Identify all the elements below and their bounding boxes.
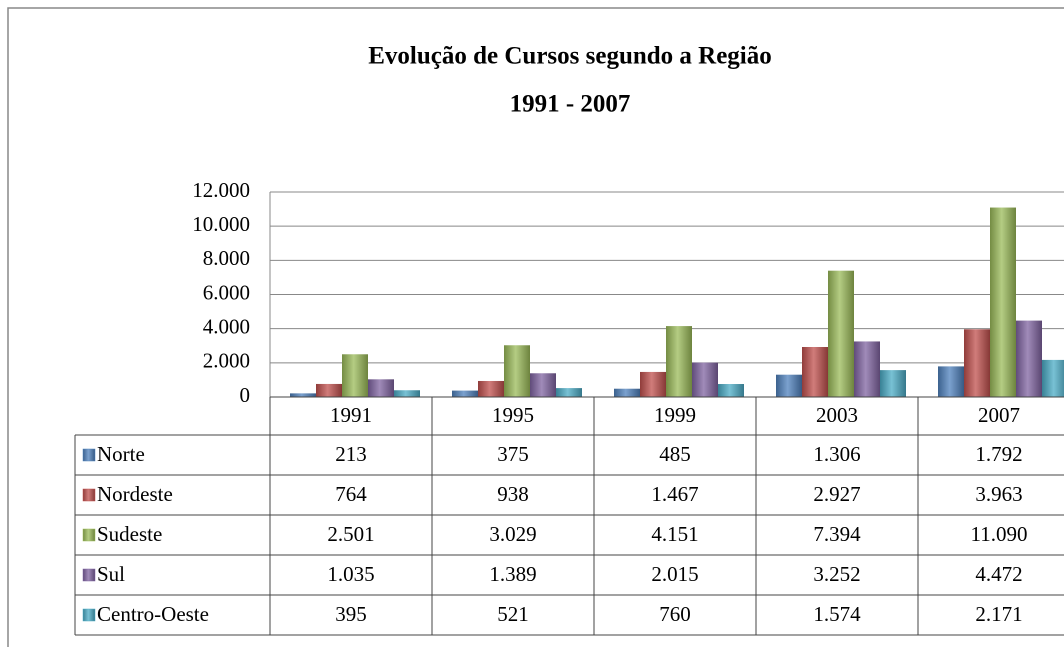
bar — [394, 390, 420, 397]
chart-title: Evolução de Cursos segundo a Região — [368, 43, 772, 70]
bar — [828, 270, 854, 397]
legend-swatch — [82, 528, 96, 542]
x-tick-label: 2003 — [816, 403, 858, 427]
y-tick-label: 12.000 — [192, 178, 250, 202]
y-tick-label: 10.000 — [192, 212, 250, 236]
table-cell: 2.501 — [327, 522, 374, 546]
table-cell: 3.963 — [975, 482, 1022, 506]
bar — [692, 362, 718, 397]
chart-frame — [7, 7, 1064, 647]
legend-label: Centro-Oeste — [97, 602, 209, 626]
y-tick-label: 0 — [240, 383, 251, 407]
bar — [880, 370, 906, 397]
table-cell: 3.029 — [489, 522, 536, 546]
table-cell: 7.394 — [813, 522, 861, 546]
bar — [556, 388, 582, 397]
bar — [342, 354, 368, 397]
x-tick-label: 1995 — [492, 403, 534, 427]
table-cell: 395 — [335, 602, 367, 626]
bar — [640, 371, 666, 397]
table-cell: 1.574 — [813, 602, 861, 626]
legend-swatch — [82, 448, 96, 462]
legend-swatch — [82, 568, 96, 582]
table-cell: 1.467 — [651, 482, 698, 506]
bar — [290, 393, 316, 397]
table-cell: 2.015 — [651, 562, 698, 586]
bar — [802, 346, 828, 397]
table-cell: 1.035 — [327, 562, 374, 586]
y-tick-label: 4.000 — [203, 314, 250, 338]
table-cell: 485 — [659, 442, 691, 466]
legend-label: Sudeste — [97, 522, 162, 546]
table-cell: 764 — [335, 482, 367, 506]
table-cell: 213 — [335, 442, 367, 466]
table-cell: 760 — [659, 602, 691, 626]
bar — [614, 388, 640, 397]
table-cell: 4.472 — [975, 562, 1022, 586]
bar — [504, 345, 530, 397]
bar — [964, 329, 990, 397]
table-cell: 938 — [497, 482, 529, 506]
legend-label: Sul — [97, 562, 125, 586]
bar — [1042, 359, 1064, 397]
bar — [368, 379, 394, 397]
table-cell: 2.927 — [813, 482, 860, 506]
table-cell: 11.090 — [971, 522, 1028, 546]
table-cell: 2.171 — [975, 602, 1022, 626]
legend-label: Norte — [97, 442, 145, 466]
table-cell: 521 — [497, 602, 529, 626]
x-tick-label: 1991 — [330, 403, 372, 427]
bar — [316, 383, 342, 397]
legend-label: Nordeste — [97, 482, 173, 506]
bar — [718, 384, 744, 397]
table-cell: 1.389 — [489, 562, 536, 586]
bar — [452, 390, 478, 397]
bar — [938, 366, 964, 397]
legend-swatch — [82, 608, 96, 622]
bar — [530, 373, 556, 397]
table-cell: 375 — [497, 442, 529, 466]
x-tick-label: 1999 — [654, 403, 696, 427]
y-tick-label: 2.000 — [203, 349, 250, 373]
y-tick-label: 6.000 — [203, 280, 250, 304]
bar — [990, 207, 1016, 397]
bar — [478, 380, 504, 397]
bar — [854, 341, 880, 397]
bar — [776, 374, 802, 397]
table-cell: 3.252 — [813, 562, 860, 586]
table-cell: 1.306 — [813, 442, 860, 466]
x-tick-label: 2007 — [978, 403, 1020, 427]
table-cell: 4.151 — [651, 522, 698, 546]
bar — [1016, 320, 1042, 397]
table-cell: 1.792 — [975, 442, 1022, 466]
chart-subtitle: 1991 - 2007 — [510, 91, 631, 118]
bar — [666, 326, 692, 397]
y-tick-label: 8.000 — [203, 246, 250, 270]
legend-swatch — [82, 488, 96, 502]
